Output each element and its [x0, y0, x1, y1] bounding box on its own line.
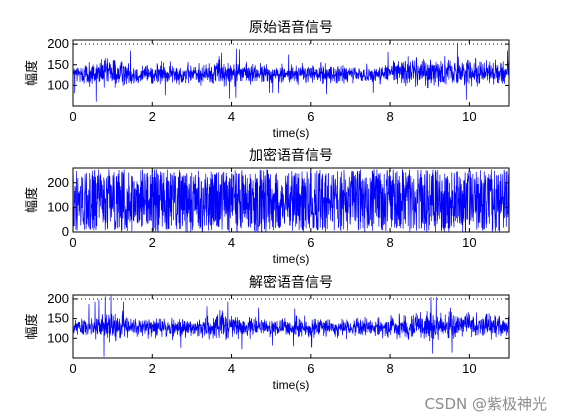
watermark-text: CSDN @紫极神光 — [424, 395, 547, 413]
x-tick-label: 4 — [228, 361, 235, 376]
x-tick-label: 6 — [307, 109, 314, 124]
y-tick-label: 100 — [47, 199, 69, 214]
x-tick-label: 4 — [228, 109, 235, 124]
x-tick-label: 10 — [462, 361, 476, 376]
y-tick-label: 200 — [47, 291, 69, 306]
chart-title: 加密语音信号 — [249, 147, 333, 164]
y-tick-label: 0 — [62, 224, 69, 239]
chart-title: 解密语音信号 — [249, 274, 333, 291]
x-tick-label: 0 — [69, 109, 76, 124]
axes-frame — [72, 167, 510, 233]
x-axis-label: time(s) — [273, 252, 310, 266]
y-axis-label: 幅度 — [24, 60, 40, 86]
x-tick-label: 6 — [307, 361, 314, 376]
signal-line — [73, 42, 509, 102]
x-axis-label: time(s) — [273, 378, 310, 392]
subplot-1: 0 2 4 6 8 10 100 150 200 原始语音信号 time(s) 幅度 — [24, 19, 510, 140]
x-tick-label: 8 — [386, 235, 393, 250]
y-axis-label: 幅度 — [24, 313, 40, 339]
y-tick-label: 200 — [47, 36, 69, 51]
axes-frame — [72, 39, 510, 107]
x-tick-label: 8 — [386, 109, 393, 124]
x-tick-label: 10 — [462, 235, 476, 250]
subplot-3: 0 2 4 6 8 10 100 150 200 解密语音信号 time(s) 幅度 — [24, 274, 510, 392]
signal-line — [73, 169, 509, 232]
x-tick-label: 0 — [69, 235, 76, 250]
x-tick-label: 2 — [149, 235, 156, 250]
y-tick-label: 150 — [47, 57, 69, 72]
y-tick-label: 100 — [47, 77, 69, 92]
chart-title: 原始语音信号 — [249, 19, 333, 36]
x-axis-label: time(s) — [273, 126, 310, 140]
y-tick-label: 200 — [47, 175, 69, 190]
x-tick-label: 2 — [149, 361, 156, 376]
x-tick-label: 0 — [69, 361, 76, 376]
x-tick-label: 6 — [307, 235, 314, 250]
x-tick-label: 8 — [386, 361, 393, 376]
signal-line — [73, 295, 509, 357]
x-tick-label: 10 — [462, 109, 476, 124]
y-tick-label: 150 — [47, 311, 69, 326]
x-tick-label: 2 — [149, 109, 156, 124]
axes-frame — [72, 294, 510, 359]
y-tick-label: 100 — [47, 330, 69, 345]
x-tick-label: 4 — [228, 235, 235, 250]
y-axis-label: 幅度 — [24, 187, 40, 213]
